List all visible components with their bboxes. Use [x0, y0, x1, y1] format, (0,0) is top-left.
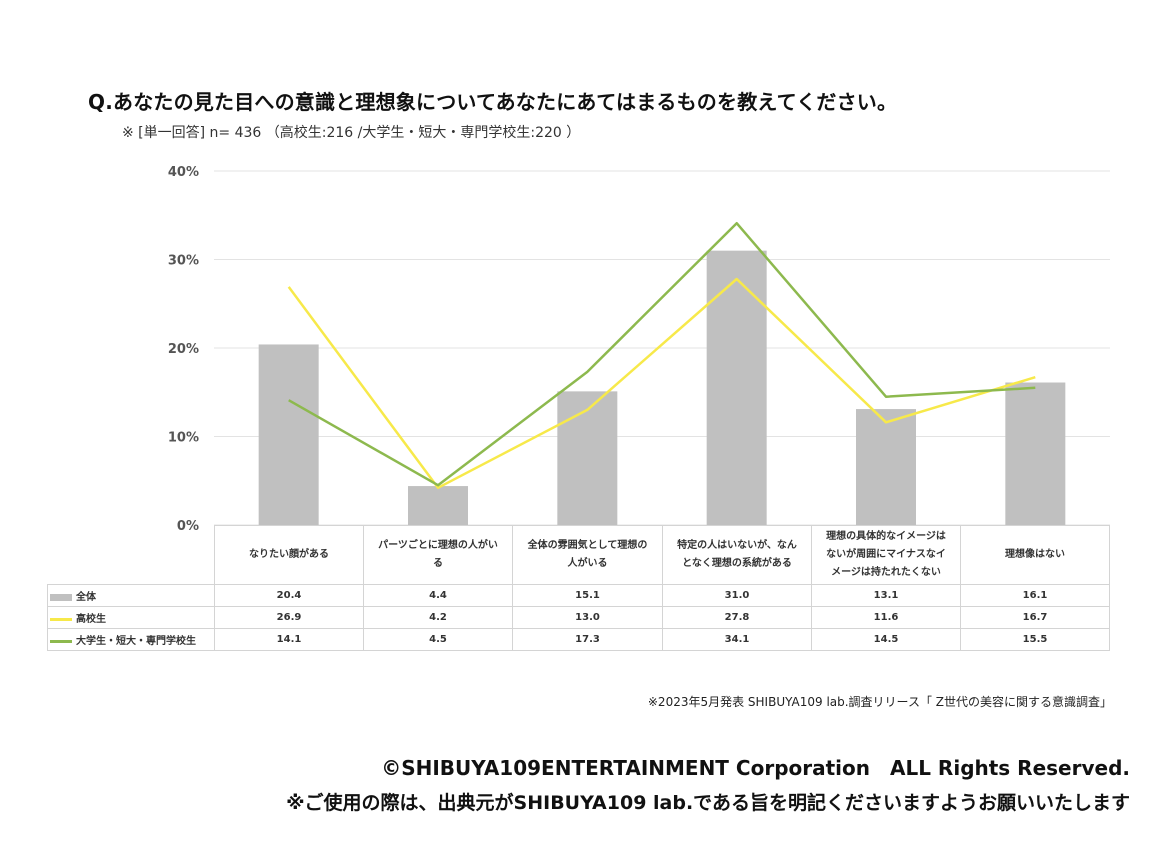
usage-notice: ※ご使用の際は、出典元がSHIBUYA109 lab.である旨を明記くださいます…	[286, 792, 1130, 814]
data-label: 34.1	[662, 628, 812, 651]
table-row: 高校生 26.9 4.2 13.0 27.8 11.6 16.7	[47, 606, 1110, 629]
series-line	[287, 277, 1036, 490]
data-label: 11.6	[811, 606, 961, 629]
data-label: 4.5	[363, 628, 513, 651]
bar	[856, 409, 916, 525]
chart-subtitle: ※ [単一回答] n= 436 （高校生:216 /大学生・短大・専門学校生:2…	[122, 125, 581, 141]
data-label: 4.4	[363, 584, 513, 607]
data-label: 13.1	[811, 584, 961, 607]
x-tick-label: パーツごとに理想の人がいる	[363, 525, 513, 585]
bar	[258, 344, 319, 525]
bar	[557, 391, 618, 525]
legend-entry: 高校生	[47, 606, 215, 629]
series-line	[288, 221, 1036, 487]
legend-swatch	[50, 639, 72, 643]
y-tick-label: 10%	[168, 431, 199, 446]
x-tick-label: 理想像はない	[960, 525, 1110, 585]
data-label: 14.5	[811, 628, 961, 651]
x-tick-label: なりたい顔がある	[214, 525, 364, 585]
data-label: 16.1	[960, 584, 1110, 607]
legend-entry: 全体	[47, 584, 215, 607]
data-label: 27.8	[662, 606, 812, 629]
legend-swatch	[50, 617, 72, 621]
legend-entry: 大学生・短大・専門学校生	[47, 628, 215, 651]
legend-swatch	[50, 593, 72, 601]
x-tick-label: 全体の雰囲気として理想の 人がいる	[512, 525, 663, 585]
y-tick-label: 20%	[168, 342, 199, 357]
data-label: 13.0	[512, 606, 663, 629]
x-tick-label: 特定の人はいないが、なん となく理想の系統がある	[662, 525, 812, 585]
data-label: 14.1	[214, 628, 364, 651]
y-tick-label: 40%	[168, 165, 199, 180]
copyright-text: ©SHIBUYA109ENTERTAINMENT Corporation ALL…	[381, 756, 1130, 780]
source-note: ※2023年5月発表 SHIBUYA109 lab.調査リリース「 Z世代の美容…	[647, 695, 1112, 709]
data-label: 15.1	[512, 584, 663, 607]
data-label: 26.9	[214, 606, 364, 629]
data-table: なりたい顔がある パーツごとに理想の人がいる全体の雰囲気として理想の 人がいる 特定の…	[47, 525, 1110, 651]
x-tick-label: 理想の具体的なイメージは ないが周囲にマイナスなイ メージは持たれたくない	[811, 525, 961, 585]
data-label: 31.0	[662, 584, 812, 607]
data-label: 15.5	[960, 628, 1110, 651]
data-label: 16.7	[960, 606, 1110, 629]
table-row: 大学生・短大・専門学校生 14.1 4.5 17.3 34.1 14.5 15.5	[47, 628, 1110, 651]
bar	[706, 250, 767, 525]
data-label: 4.2	[363, 606, 513, 629]
data-label: 20.4	[214, 584, 364, 607]
table-row: 全体 20.4 4.4 15.1 31.0 13.1 16.1	[47, 584, 1110, 607]
chart-title: Q.あなたの見た目への意識と理想象についてあなたにあてはまるものを教えてください…	[88, 90, 898, 114]
table-corner	[47, 525, 215, 585]
y-tick-label: 30%	[168, 254, 199, 269]
bar	[1005, 382, 1066, 525]
data-label: 17.3	[512, 628, 663, 651]
bar	[408, 486, 468, 525]
